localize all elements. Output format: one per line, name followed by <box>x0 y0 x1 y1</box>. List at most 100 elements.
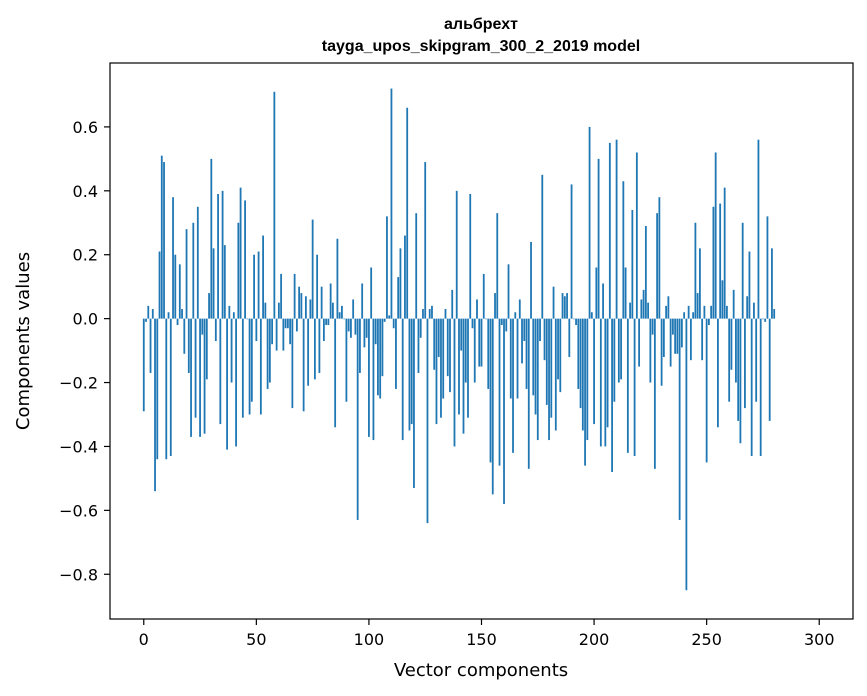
bar-228 <box>656 213 659 319</box>
bar-205 <box>604 318 607 447</box>
bar-241 <box>685 318 688 591</box>
bar-138 <box>453 318 456 447</box>
bars-group <box>142 88 776 591</box>
bar-171 <box>527 318 530 469</box>
bar-246 <box>696 293 699 319</box>
bar-44 <box>241 318 244 418</box>
x-tick-label: 100 <box>354 630 385 649</box>
bar-14 <box>174 254 177 319</box>
x-tick-label: 250 <box>691 630 722 649</box>
bar-103 <box>374 318 377 345</box>
bar-73 <box>307 318 310 386</box>
bar-68 <box>295 318 298 332</box>
bar-229 <box>658 197 661 319</box>
bar-209 <box>613 318 616 402</box>
bar-102 <box>372 318 375 441</box>
y-axis-label: Components values <box>13 252 34 430</box>
bar-131 <box>437 318 440 357</box>
bar-39 <box>230 318 233 383</box>
bar-122 <box>417 318 420 373</box>
bar-121 <box>415 213 418 319</box>
bar-226 <box>651 318 654 335</box>
bar-154 <box>489 318 492 463</box>
y-tick-label: −0.6 <box>59 501 98 520</box>
bar-0 <box>142 318 145 412</box>
bar-207 <box>608 142 611 319</box>
bar-172 <box>530 241 532 319</box>
bar-215 <box>626 318 629 453</box>
bar-36 <box>223 245 226 319</box>
bar-10 <box>165 318 168 460</box>
bar-234 <box>669 318 672 367</box>
bar-81 <box>325 318 328 326</box>
bar-153 <box>487 318 490 389</box>
bar-27 <box>203 318 206 434</box>
bar-4 <box>151 309 154 319</box>
bar-109 <box>388 315 391 319</box>
bar-28 <box>205 318 208 380</box>
bar-214 <box>624 267 627 319</box>
bar-161 <box>505 318 508 332</box>
bar-216 <box>629 302 631 319</box>
bar-42 <box>237 222 240 319</box>
bar-185 <box>559 318 562 393</box>
bar-71 <box>302 318 305 412</box>
bar-50 <box>255 318 258 341</box>
x-tick-label: 0 <box>139 630 149 649</box>
bar-137 <box>451 289 454 319</box>
bar-118 <box>408 318 411 431</box>
bar-86 <box>336 238 339 319</box>
bar-105 <box>379 318 382 399</box>
bar-7 <box>158 251 161 319</box>
bar-260 <box>728 318 731 402</box>
bar-190 <box>570 184 573 319</box>
bar-9 <box>163 162 165 319</box>
bar-257 <box>721 280 724 319</box>
bar-170 <box>525 318 528 389</box>
bar-64 <box>286 318 289 329</box>
bar-97 <box>361 283 364 319</box>
bar-204 <box>602 283 604 319</box>
bar-24 <box>196 206 199 319</box>
bar-8 <box>160 155 163 319</box>
bar-223 <box>644 225 647 319</box>
bar-144 <box>467 318 469 418</box>
bar-38 <box>228 305 231 319</box>
bar-32 <box>214 318 217 341</box>
bar-212 <box>620 318 622 380</box>
bar-243 <box>689 318 692 361</box>
bar-20 <box>187 318 190 373</box>
x-tick-label: 150 <box>466 630 497 649</box>
bar-151 <box>482 273 485 319</box>
bar-46 <box>246 318 249 320</box>
y-tick-label: −0.2 <box>59 374 98 393</box>
bar-191 <box>572 318 575 320</box>
bar-249 <box>703 305 706 319</box>
bar-15 <box>176 318 179 326</box>
bar-16 <box>178 264 181 319</box>
bar-194 <box>579 318 582 409</box>
bar-66 <box>291 318 294 409</box>
bar-261 <box>730 318 733 370</box>
bar-104 <box>377 318 379 396</box>
bar-96 <box>359 318 361 373</box>
bar-48 <box>250 318 253 402</box>
bar-179 <box>545 318 548 405</box>
bar-219 <box>635 152 638 319</box>
bar-277 <box>766 216 769 319</box>
bar-110 <box>390 88 393 319</box>
bar-84 <box>332 302 334 319</box>
bar-200 <box>593 318 595 425</box>
y-tick-label: −0.8 <box>59 565 98 584</box>
bar-22 <box>192 222 195 319</box>
bar-98 <box>363 318 366 348</box>
bar-206 <box>606 318 609 428</box>
bar-251 <box>708 318 710 326</box>
bar-262 <box>732 289 735 319</box>
bar-129 <box>433 318 436 370</box>
bar-263 <box>735 318 737 383</box>
bar-1 <box>145 318 147 322</box>
bar-83 <box>329 283 332 319</box>
bar-224 <box>647 302 650 319</box>
bar-70 <box>300 293 303 319</box>
